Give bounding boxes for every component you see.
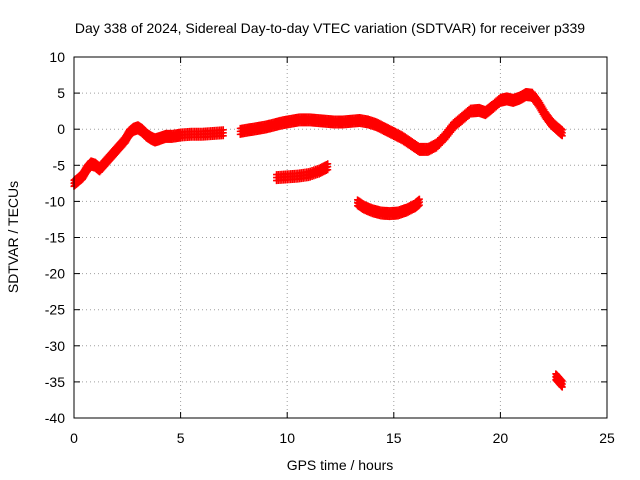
y-tick-label: 5 — [57, 85, 65, 101]
data-point — [558, 126, 566, 134]
y-tick-label: -15 — [45, 230, 65, 246]
data-point — [324, 166, 332, 174]
data-point — [558, 383, 566, 391]
data-layer — [70, 88, 566, 391]
data-point — [415, 201, 423, 209]
y-tick-label: -10 — [45, 193, 65, 209]
chart-title: Day 338 of 2024, Sidereal Day-to-day VTE… — [75, 20, 585, 36]
y-tick-label: 10 — [49, 49, 65, 65]
y-tick-label: 0 — [57, 121, 65, 137]
y-tick-label: -30 — [45, 338, 65, 354]
data-point — [219, 132, 227, 140]
y-tick-label: -35 — [45, 374, 65, 390]
x-tick-label: 20 — [493, 430, 509, 446]
data-point — [558, 132, 566, 140]
data-point — [558, 377, 566, 385]
grid — [74, 57, 607, 418]
data-point — [324, 160, 332, 168]
x-tick-label: 10 — [279, 430, 295, 446]
x-axis-label: GPS time / hours — [287, 457, 394, 473]
y-tick-label: -20 — [45, 266, 65, 282]
x-tick-label: 5 — [177, 430, 185, 446]
x-tick-label: 0 — [70, 430, 78, 446]
plot-frame — [73, 56, 608, 419]
data-point — [415, 195, 423, 203]
data-point — [219, 126, 227, 134]
x-tick-label: 15 — [386, 430, 402, 446]
y-tick-label: -40 — [45, 410, 65, 426]
y-axis-label: SDTVAR / TECUs — [5, 181, 21, 293]
ticks: 0 5 10 15 20 25 10 5 0 -5 -10 -15 -20 -25 -30 -35 -40 — [45, 49, 615, 446]
y-tick-label: -5 — [53, 157, 66, 173]
y-tick-label: -25 — [45, 302, 65, 318]
x-tick-label: 25 — [599, 430, 615, 446]
